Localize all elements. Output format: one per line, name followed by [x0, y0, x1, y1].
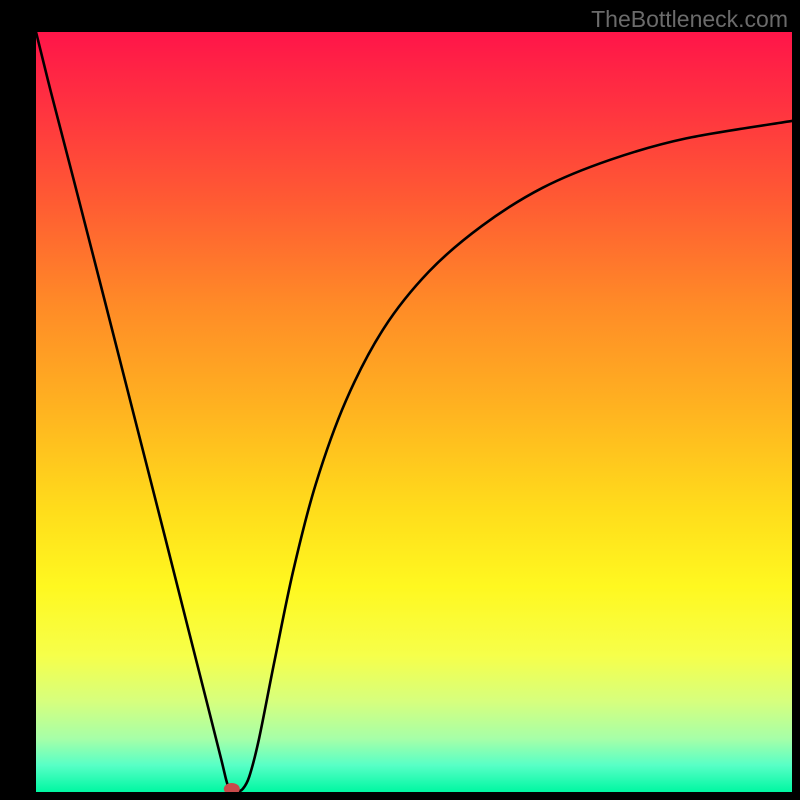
- chart-container: { "meta": { "watermark_text": "TheBottle…: [0, 0, 800, 800]
- watermark-label: TheBottleneck.com: [591, 6, 788, 33]
- plot-area: [36, 32, 792, 792]
